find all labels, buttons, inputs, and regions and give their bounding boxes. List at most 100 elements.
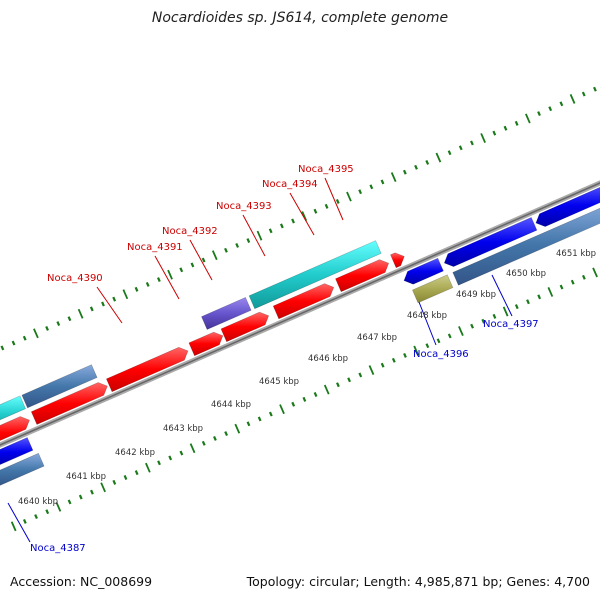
outer-tick: [56, 321, 61, 326]
outer-tick: [537, 111, 541, 117]
leader-line: [491, 274, 513, 317]
outer-tick: [559, 101, 564, 107]
outer-tick: [190, 262, 195, 268]
gene-arrow-blue: [535, 186, 600, 227]
gene-label: Noca_4394: [262, 179, 318, 190]
inner-tick: [123, 475, 128, 480]
gene-arrow-red: [390, 252, 405, 269]
gene-box-cyan: [0, 395, 26, 421]
leader-line: [418, 301, 437, 346]
leader-line: [7, 502, 31, 543]
scale-label: 4640 kbp: [18, 497, 58, 507]
outer-tick: [211, 250, 218, 261]
outer-tick: [67, 316, 72, 322]
backbone-core: [0, 182, 600, 446]
outer-tick: [22, 335, 27, 341]
outer-tick: [380, 179, 385, 185]
outer-tick: [402, 169, 407, 175]
inner-tick: [323, 384, 330, 395]
outer-tick: [179, 267, 184, 273]
scale-label: 4646 kbp: [308, 354, 348, 364]
backbone: [0, 180, 600, 448]
outer-tick: [447, 150, 452, 156]
inner-tick: [201, 440, 206, 446]
inner-tick: [570, 279, 575, 285]
inner-tick: [537, 294, 542, 300]
outer-tick: [346, 191, 352, 202]
outer-tick: [324, 203, 329, 209]
scale-label: 4648 kbp: [407, 311, 447, 321]
outer-tick: [279, 223, 284, 229]
gene-label: Noca_4392: [162, 226, 218, 237]
inner-tick: [368, 365, 375, 376]
outer-tick: [514, 120, 519, 126]
outer-tick: [425, 159, 430, 165]
inner-tick: [90, 489, 94, 495]
outer-tick: [525, 113, 531, 124]
outer-tick: [268, 228, 273, 234]
outer-tick: [458, 145, 463, 151]
inner-tick: [447, 333, 452, 339]
inner-tick: [67, 499, 72, 505]
inner-tick: [436, 338, 441, 344]
outer-tick: [246, 238, 251, 243]
gene-label: Noca_4397: [483, 319, 539, 330]
scale-label: 4647 kbp: [357, 333, 397, 343]
inner-tick: [391, 357, 396, 363]
gene-arrow-blue: [443, 217, 538, 267]
inner-tick: [246, 421, 251, 427]
outer-tick: [145, 282, 150, 287]
outer-tick: [134, 286, 139, 292]
outer-tick: [224, 247, 228, 253]
genome-summary: Topology: circular; Length: 4,985,871 bp…: [246, 574, 590, 589]
inner-tick: [34, 514, 38, 520]
gene-arrow-red: [0, 416, 30, 441]
inner-tick: [502, 306, 509, 317]
outer-tick: [414, 164, 418, 170]
outer-tick: [101, 301, 105, 307]
outer-tick: [313, 208, 318, 214]
inner-tick: [234, 423, 241, 434]
outer-tick: [581, 91, 586, 97]
inner-tick: [313, 392, 318, 397]
gene-box-cyan: [248, 240, 382, 310]
gene-label: Noca_4396: [413, 349, 469, 360]
gene-label: Noca_4393: [216, 201, 272, 212]
leader-line: [242, 214, 266, 257]
outer-tick: [0, 345, 5, 351]
scale-label: 4641 kbp: [66, 472, 106, 482]
gene-label: Noca_4391: [127, 242, 183, 253]
outer-tick: [593, 86, 597, 92]
gene-arrow-red: [106, 346, 189, 393]
inner-tick: [213, 435, 217, 441]
outer-tick: [77, 308, 84, 319]
gene-arrow-red: [220, 311, 270, 343]
outer-tick: [89, 306, 94, 312]
scale-label: 4645 kbp: [259, 377, 299, 387]
map-title: Nocardioides sp. JS614, complete genome: [151, 10, 449, 26]
inner-tick: [592, 267, 598, 278]
outer-tick: [122, 289, 129, 300]
leader-line: [154, 255, 180, 300]
inner-tick: [189, 443, 196, 454]
outer-tick: [201, 257, 206, 263]
scale-label: 4651 kbp: [556, 249, 596, 259]
inner-tick: [22, 518, 27, 524]
inner-tick: [10, 521, 17, 532]
gene-box-purple: [201, 297, 252, 330]
inner-tick: [514, 304, 519, 310]
inner-tick: [425, 343, 430, 349]
outer-tick: [33, 328, 39, 339]
outer-tick: [112, 296, 117, 302]
inner-tick: [291, 401, 296, 407]
outer-tick: [301, 211, 308, 222]
inner-tick: [380, 362, 385, 368]
outer-tick: [156, 277, 161, 283]
outer-tick: [45, 325, 49, 331]
gene-box-steel: [21, 364, 98, 409]
inner-tick: [78, 494, 83, 500]
label-leaders: [7, 177, 513, 543]
accession-text: Accession: NC_008699: [10, 574, 153, 589]
gene-box-olive: [412, 274, 454, 304]
